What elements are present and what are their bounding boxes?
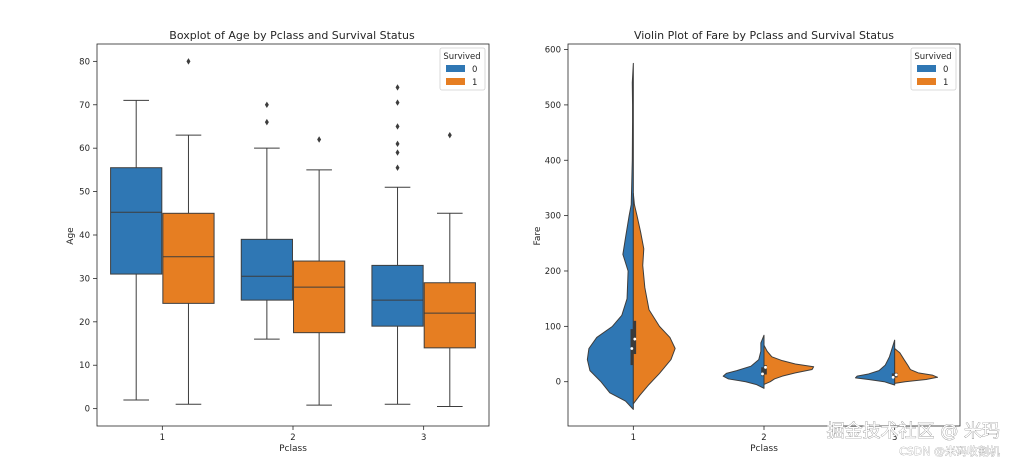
box-outlier-point [186,58,191,65]
violin-median-dot [764,365,767,369]
box-iqr-rect [240,238,293,301]
violin-ytick-label: 300 [545,212,561,222]
legend-label-1: 1 [472,78,477,88]
violin-xtick-label: 2 [761,433,766,443]
boxplot-xtick-label: 3 [421,433,426,443]
violin-ytick-label: 100 [545,322,561,332]
box-1-survived-1 [162,58,215,405]
violin-ylabel: Fare [533,226,543,245]
violin-3-survived-1 [894,347,939,384]
violin-median-dot [891,375,895,379]
box-iqr-rect [423,282,476,349]
violin-ytick-label: 400 [545,156,561,166]
box-outlier-point [395,123,400,130]
watermark-sub: CSDN @米码收割机 [899,444,1000,458]
violin-median-dot [894,373,898,377]
violin-median-dot [630,347,634,350]
violin-xtick-label: 1 [631,433,636,443]
boxplot-ytick-label: 50 [79,188,90,198]
boxplot-ytick-label: 40 [79,231,90,241]
box-outlier-point [395,84,400,91]
violin-xtick-label: 3 [892,433,897,443]
violin-title: Violin Plot of Fare by Pclass and Surviv… [634,29,894,42]
violin-median-dot [633,337,637,341]
boxplot-ytick-label: 60 [79,144,90,154]
boxplot-xtick-label: 1 [160,433,165,443]
box-outlier-point [395,99,400,106]
violin-ytick-label: 0 [556,378,561,388]
box-2-survived-1 [293,136,346,406]
violin-panel: Violin Plot of Fare by Pclass and Surviv… [533,29,961,454]
box-1-survived-0 [110,99,163,401]
violin-ytick-label: 200 [545,267,561,277]
boxplot-xlabel: Pclass [279,444,307,454]
boxplot-title: Boxplot of Age by Pclass and Survival St… [169,29,415,42]
box-outlier-point [317,136,322,143]
violin-2-survived-0 [722,334,765,389]
violin-ytick-label: 500 [545,101,561,111]
boxplot-ytick-label: 70 [79,101,90,111]
box-outlier-point [395,149,400,156]
box-iqr-rect [110,167,163,275]
legend-label-0: 0 [943,65,948,75]
violin-1-survived-1 [632,192,676,405]
box-3-survived-1 [423,131,476,407]
violin-3-survived-0 [854,339,896,386]
box-outlier-point [447,131,452,139]
boxplot-ytick-label: 80 [79,57,90,67]
legend-swatch-0 [917,65,936,72]
box-iqr-rect [371,264,424,327]
legend-swatch-1 [446,78,465,85]
legend-title: Survived [443,52,480,62]
boxplot-ytick-label: 20 [79,318,90,328]
boxplot-ytick-label: 0 [85,405,90,415]
boxplot-legend: Survived 0 1 [439,47,486,91]
violin-legend: Survived 0 1 [910,47,957,91]
legend-label-0: 0 [472,65,477,75]
box-outlier-point [264,118,269,126]
box-iqr-rect [162,212,215,304]
box-2-survived-0 [240,101,293,340]
violin-1-survived-0 [586,62,634,410]
legend-swatch-1 [917,78,936,85]
violin-ytick-label: 600 [545,46,561,56]
watermark-main: 掘金技术社区 @ 米玛 [827,421,1000,442]
box-iqr-rect [293,260,346,334]
boxplot-ytick-label: 10 [79,361,90,371]
box-outlier-point [264,101,269,108]
violin-2-survived-1 [763,344,815,385]
legend-title: Survived [914,52,951,62]
legend-swatch-0 [446,65,465,72]
boxplot-xtick-label: 2 [290,433,295,443]
boxplot-ylabel: Age [66,227,76,245]
violin-median-dot [761,372,764,376]
legend-label-1: 1 [943,78,948,88]
violin-xlabel: Pclass [750,444,778,454]
boxplot-ytick-label: 30 [79,274,90,284]
boxplot-panel: Boxplot of Age by Pclass and Survival St… [66,29,490,454]
box-3-survived-0 [371,84,424,405]
box-outlier-point [395,140,400,148]
box-outlier-point [395,164,400,171]
